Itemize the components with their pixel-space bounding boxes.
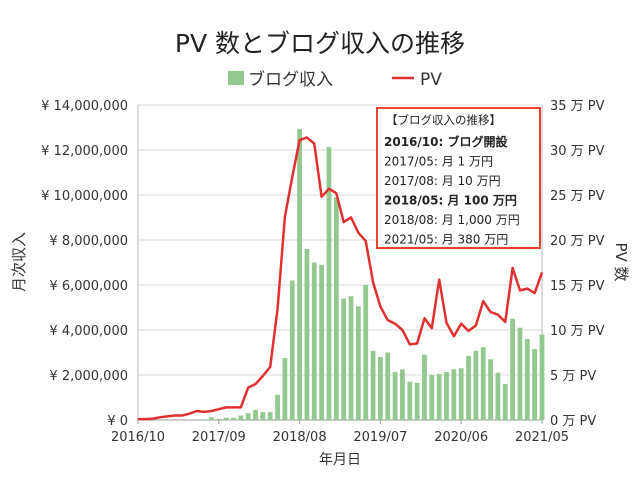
y2-tick-label: 30 万 PV: [550, 144, 605, 159]
bar: [297, 129, 302, 420]
y2-tick-label: 5 万 PV: [550, 369, 596, 384]
legend: ブログ収入 PV: [228, 69, 442, 90]
bar: [268, 412, 273, 420]
annotation-title: 【ブログ収入の推移】: [386, 113, 501, 127]
bar: [202, 419, 207, 420]
bar: [503, 384, 508, 420]
x-tick-label: 2019/07: [353, 430, 407, 445]
bar: [451, 369, 456, 420]
y-tick-label: ¥ 2,000,000: [49, 369, 128, 384]
bar: [260, 412, 265, 420]
y-tick-label: ¥ 6,000,000: [49, 279, 128, 294]
bar: [224, 418, 229, 420]
x-tick-label: 2020/06: [434, 430, 488, 445]
bar: [371, 351, 376, 420]
x-tick-label: 2021/05: [515, 430, 569, 445]
chart-title: PV 数とブログ収入の推移: [175, 29, 465, 58]
bar: [488, 359, 493, 420]
annotation-line: 2017/08: 月 10 万円: [384, 174, 501, 188]
bar: [422, 355, 427, 420]
bar: [473, 351, 478, 420]
y-tick-label: ¥ 0: [107, 414, 128, 429]
bar: [518, 328, 523, 420]
annotation-line: 2021/05: 月 380 万円: [384, 233, 508, 247]
bar: [496, 373, 501, 420]
bar: [540, 335, 545, 421]
y-axis-label: 月次収入: [10, 232, 28, 292]
bar: [216, 419, 221, 420]
y-tick-label: ¥ 10,000,000: [41, 189, 128, 204]
annotation-line: 2016/10: ブログ開設: [384, 134, 508, 149]
y2-tick-label: 25 万 PV: [550, 189, 605, 204]
bar: [305, 249, 310, 420]
bar: [385, 353, 390, 421]
y-tick-label: ¥ 4,000,000: [49, 324, 128, 339]
bar: [231, 418, 236, 420]
legend-label-line: PV: [420, 70, 442, 90]
bar: [510, 319, 515, 420]
bar: [400, 369, 405, 420]
bar: [415, 383, 420, 420]
bar: [378, 357, 383, 420]
y-tick-label: ¥ 12,000,000: [41, 144, 128, 159]
bar: [525, 339, 530, 420]
bar: [253, 410, 258, 420]
bar: [349, 296, 354, 420]
y2-tick-label: 10 万 PV: [550, 324, 605, 339]
y-axis-right: 0 万 PV 5 万 PV 10 万 PV 15 万 PV 20 万 PV 25 万 PV…: [550, 99, 605, 429]
y2-tick-label: 0 万 PV: [550, 414, 596, 429]
bar: [407, 382, 412, 420]
y-tick-label: ¥ 8,000,000: [49, 234, 128, 249]
bar: [459, 368, 464, 420]
bar: [532, 349, 537, 420]
annotation-box: 【ブログ収入の推移】 2016/10: ブログ開設 2017/05: 月 1 万円…: [377, 108, 540, 248]
bar: [209, 417, 214, 420]
bar: [319, 265, 324, 420]
y2-tick-label: 35 万 PV: [550, 99, 605, 114]
bar: [312, 263, 317, 421]
annotation-line: 2018/05: 月 100 万円: [384, 194, 517, 208]
bar: [356, 306, 361, 420]
y-axis-left: ¥ 0 ¥ 2,000,000 ¥ 4,000,000 ¥ 6,000,000 ¥ 8,…: [41, 99, 128, 429]
bar: [275, 395, 280, 420]
legend-label-bar: ブログ収入: [248, 69, 333, 90]
bar: [341, 299, 346, 421]
bar: [363, 285, 368, 420]
bar: [393, 372, 398, 420]
bar: [246, 413, 251, 420]
legend-swatch-bar: [228, 71, 244, 85]
bar: [290, 281, 295, 421]
bar: [481, 347, 486, 420]
bar: [437, 374, 442, 420]
bar: [466, 356, 471, 420]
annotation-line: 2018/08: 月 1,000 万円: [384, 213, 520, 227]
bar: [283, 358, 288, 420]
x-axis-label: 年月日: [319, 452, 361, 468]
y2-axis-label: PV 数: [612, 242, 630, 281]
annotation-line: 2017/05: 月 1 万円: [384, 155, 493, 169]
x-axis: 2016/10 2017/09 2018/08 2019/07 2020/06 2021/…: [111, 420, 569, 445]
x-tick-label: 2018/08: [273, 430, 327, 445]
bar: [429, 375, 434, 420]
x-tick-label: 2017/09: [192, 430, 246, 445]
y-tick-label: ¥ 14,000,000: [41, 99, 128, 114]
bar: [334, 197, 339, 420]
y2-tick-label: 20 万 PV: [550, 234, 605, 249]
y2-tick-label: 15 万 PV: [550, 279, 605, 294]
x-tick-label: 2016/10: [111, 430, 165, 445]
bar: [238, 416, 243, 421]
bar: [444, 372, 449, 420]
